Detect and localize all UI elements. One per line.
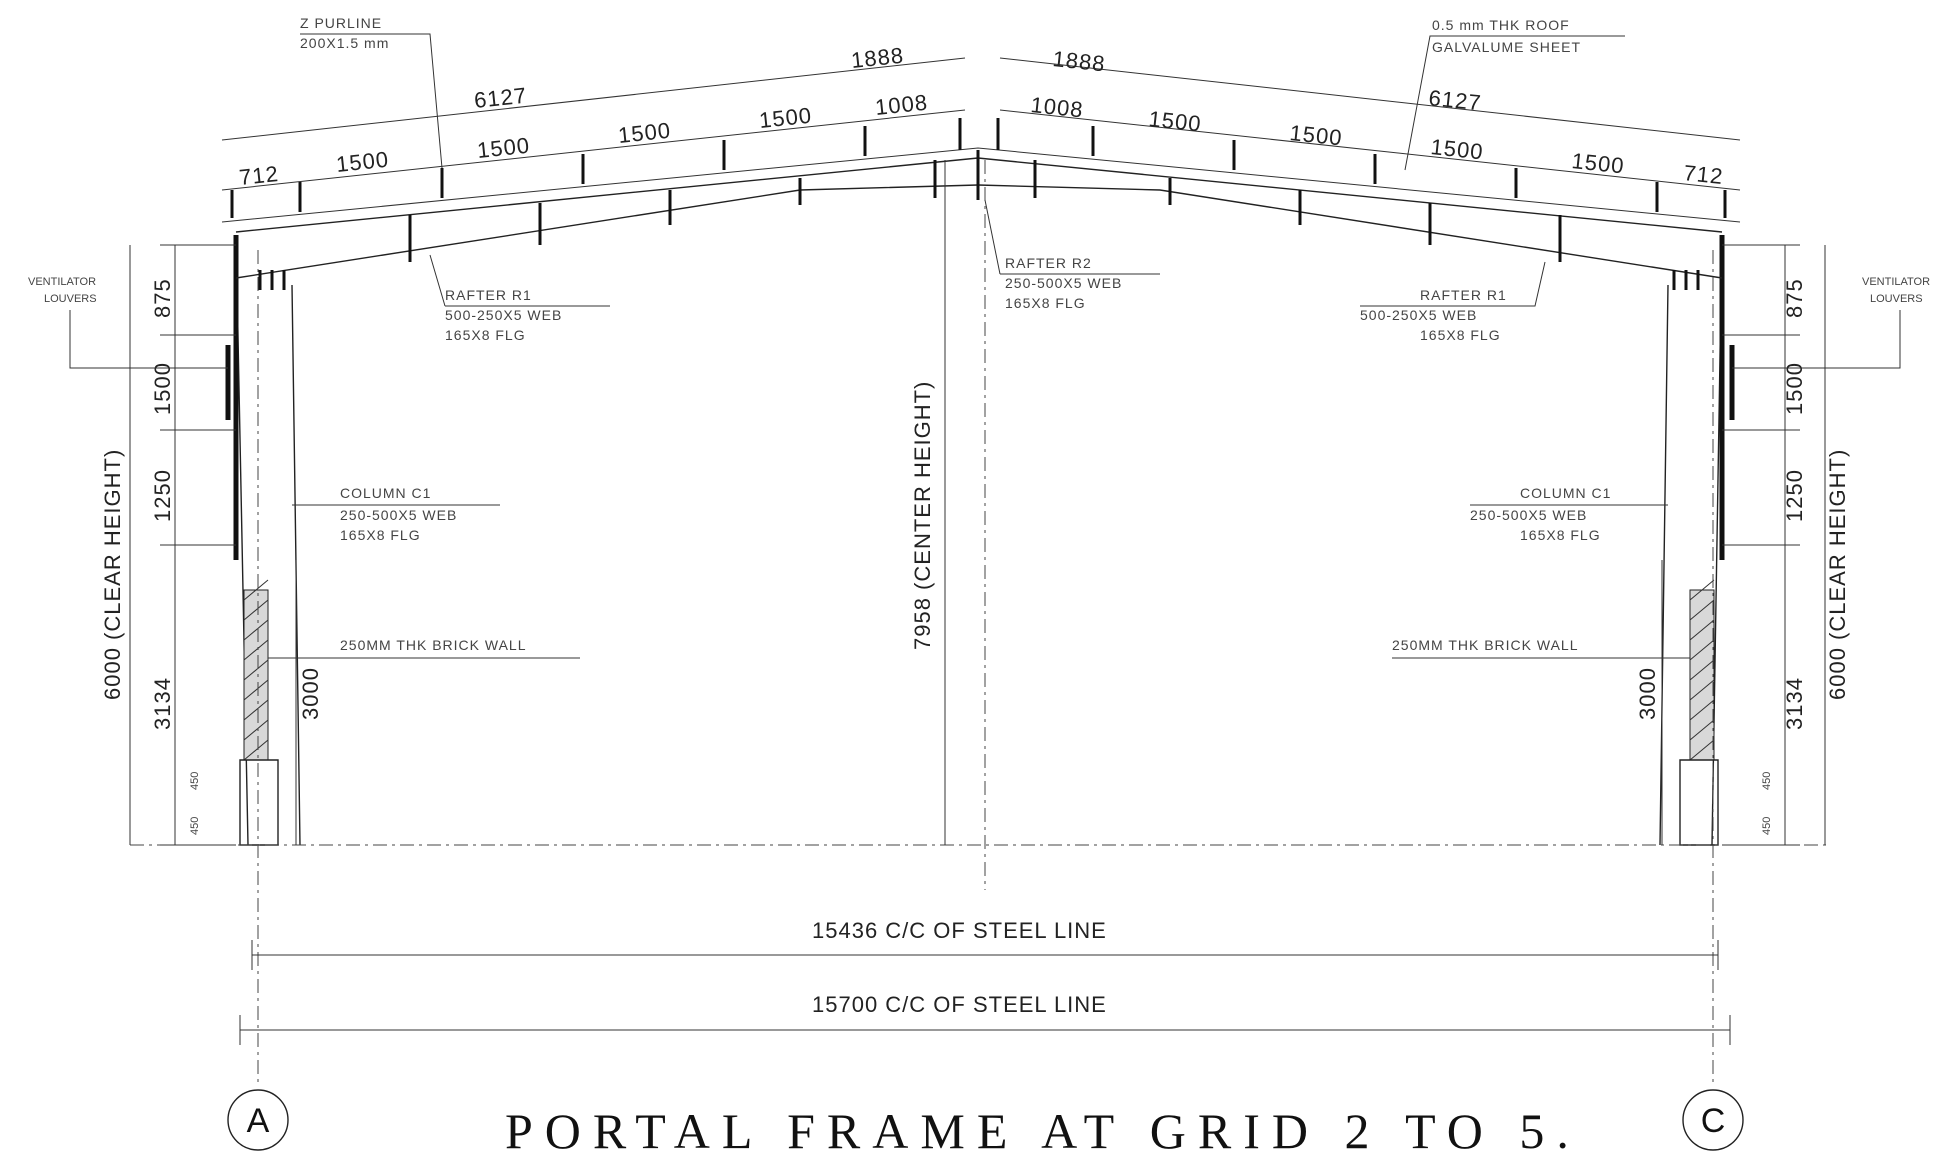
sheet-note-2: GALVALUME SHEET — [1432, 39, 1581, 55]
column-c1-right-2: 250-500X5 WEB — [1470, 507, 1587, 523]
left-brick-wall — [243, 589, 269, 761]
left-elevation-dims: 6000 (CLEAR HEIGHT) 875 1500 1250 3134 3… — [100, 244, 323, 846]
roof-dimensions-left: 6127 1888 712 1500 1500 1500 1500 1008 — [221, 43, 966, 191]
grid-bubble-a: A — [227, 1089, 289, 1151]
left-dim-1250: 1250 — [150, 469, 175, 522]
purlin-note-2: 200X1.5 mm — [300, 35, 389, 51]
column-c1-left-1: COLUMN C1 — [340, 485, 431, 501]
roof-right-seg-5: 712 — [1682, 160, 1724, 189]
rafter-r1-left-3: 165X8 FLG — [445, 327, 526, 343]
left-dim-1500: 1500 — [150, 362, 175, 415]
rafter-r1-right-2: 500-250X5 WEB — [1360, 307, 1477, 323]
left-dim-875: 875 — [150, 278, 175, 318]
roof-left-seg-1: 1500 — [335, 147, 390, 177]
span-dimensions: 15436 C/C OF STEEL LINE 15700 C/C OF STE… — [239, 918, 1731, 1045]
left-clear-height: 6000 (CLEAR HEIGHT) — [100, 449, 125, 700]
column-c1-left-2: 250-500X5 WEB — [340, 507, 457, 523]
roof-left-seg-3: 1500 — [617, 118, 672, 148]
roof-left-seg-2: 1500 — [476, 133, 531, 163]
rafter-r2-3: 165X8 FLG — [1005, 295, 1086, 311]
sheet-note-1: 0.5 mm THK ROOF — [1432, 17, 1570, 33]
inner-span: 15436 C/C OF STEEL LINE — [812, 918, 1107, 943]
left-wall-height: 3000 — [298, 667, 323, 720]
right-clear-height: 6000 (CLEAR HEIGHT) — [1825, 449, 1850, 700]
outer-span: 15700 C/C OF STEEL LINE — [812, 992, 1107, 1017]
left-base-450-a: 450 — [189, 772, 201, 790]
column-c1-right-3: 165X8 FLG — [1520, 527, 1601, 543]
left-rafter-stiffeners — [408, 160, 937, 262]
left-haunch — [258, 270, 286, 290]
left-base-450-b: 450 — [189, 817, 201, 835]
rafter-r2-2: 250-500X5 WEB — [1005, 275, 1122, 291]
ventilator-right-2: LOUVERS — [1870, 293, 1923, 305]
svg-text:A: A — [247, 1102, 270, 1140]
right-dim-1250: 1250 — [1782, 469, 1807, 522]
column-c1-right-1: COLUMN C1 — [1520, 485, 1611, 501]
rafter-r1-left-2: 500-250X5 WEB — [445, 307, 562, 323]
left-dim-3134: 3134 — [150, 677, 175, 730]
right-dim-1500: 1500 — [1782, 362, 1807, 415]
right-base-450-b: 450 — [1761, 817, 1773, 835]
roof-left-seg-0: 712 — [238, 161, 280, 190]
brick-wall-right: 250MM THK BRICK WALL — [1392, 637, 1579, 653]
roof-right-seg-0: 1008 — [1029, 92, 1084, 122]
right-dim-3134: 3134 — [1782, 677, 1807, 730]
rafter-r2-1: RAFTER R2 — [1005, 255, 1092, 271]
right-purlins — [996, 118, 1727, 218]
ventilator-left-1: VENTILATOR — [28, 276, 96, 288]
roof-left-seg-4: 1500 — [758, 103, 813, 133]
right-wall-height: 3000 — [1635, 667, 1660, 720]
right-haunch — [1672, 270, 1700, 290]
frame-structure — [221, 118, 1741, 846]
roof-left-seg-5: 1008 — [874, 90, 929, 120]
roof-left-total: 6127 — [473, 83, 528, 113]
left-base — [239, 759, 279, 846]
roof-sheet — [221, 147, 1741, 223]
grid-bubble-c: C — [1682, 1089, 1744, 1151]
rafter-r1-right-1: RAFTER R1 — [1420, 287, 1507, 303]
right-base-450-a: 450 — [1761, 772, 1773, 790]
right-dim-875: 875 — [1782, 278, 1807, 318]
left-purlins — [230, 118, 962, 218]
roof-right-total: 6127 — [1427, 85, 1482, 115]
right-brick-wall — [1689, 589, 1715, 761]
right-base — [1679, 759, 1719, 846]
roof-right-seg-1: 1500 — [1147, 106, 1202, 136]
roof-right-seg-3: 1500 — [1429, 134, 1484, 164]
svg-text:C: C — [1701, 1102, 1726, 1140]
roof-right-seg-2: 1500 — [1288, 120, 1343, 150]
ventilator-right-1: VENTILATOR — [1862, 276, 1930, 288]
drawing-title: PORTAL FRAME AT GRID 2 TO 5. — [505, 1103, 1581, 1159]
brick-wall-left: 250MM THK BRICK WALL — [340, 637, 527, 653]
roof-dimensions-right: 6127 1888 1008 1500 1500 1500 1500 712 — [999, 46, 1741, 191]
rafter-r1-left-1: RAFTER R1 — [445, 287, 532, 303]
right-rafter-stiffeners — [1033, 160, 1562, 262]
left-rafter — [235, 157, 979, 279]
column-c1-left-3: 165X8 FLG — [340, 527, 421, 543]
roof-right-seg-4: 1500 — [1570, 148, 1625, 178]
right-elevation-dims: 6000 (CLEAR HEIGHT) 875 1500 1250 3134 3… — [1635, 244, 1850, 846]
annotations: Z PURLINE 200X1.5 mm 0.5 mm THK ROOF GAL… — [28, 15, 1930, 659]
roof-right-apex: 1888 — [1051, 46, 1106, 76]
center-height: 7958 (CENTER HEIGHT) — [910, 381, 935, 650]
purlin-note-1: Z PURLINE — [300, 15, 382, 31]
roof-left-apex: 1888 — [850, 43, 905, 73]
rafter-r1-right-3: 165X8 FLG — [1420, 327, 1501, 343]
ventilator-left-2: LOUVERS — [44, 293, 97, 305]
right-rafter — [977, 157, 1723, 279]
